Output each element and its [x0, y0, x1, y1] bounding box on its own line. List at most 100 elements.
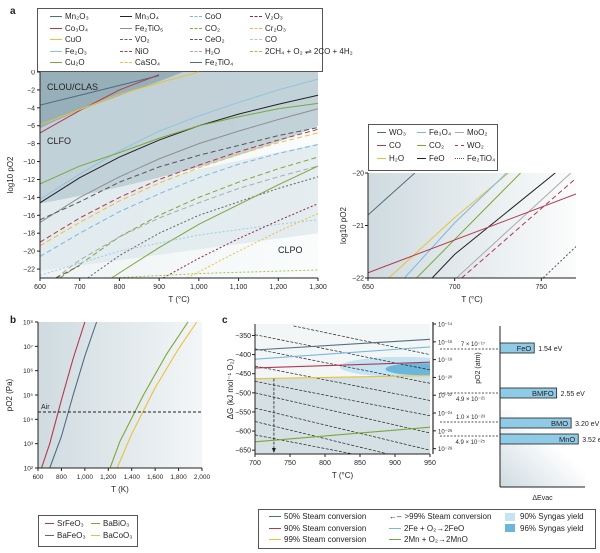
- series-line-fe2tio4: [542, 246, 576, 278]
- bar-label: FeO: [517, 344, 532, 353]
- x-tick-label: 850: [354, 460, 366, 467]
- legend-label: BaCoO₃: [103, 531, 133, 540]
- y2-tick-label: 10⁻²⁶: [438, 428, 453, 435]
- series-line-co3o4: [39, 74, 160, 134]
- legend-item: WO₂: [455, 141, 484, 150]
- legend-label: BaBiO₃: [103, 519, 130, 528]
- legend-item: 90% Steam conversion: [269, 524, 366, 533]
- legend-item: Fe₃O₄: [417, 128, 451, 137]
- legend-item: 50% Steam conversion: [269, 512, 366, 521]
- legend-item: BaCoO₃: [91, 531, 133, 540]
- legend-line: [50, 27, 62, 29]
- legend-label: H₂O: [389, 154, 405, 163]
- legend-line: [190, 16, 202, 17]
- region-clou-clas: [40, 72, 183, 129]
- series-line-ceo2: [39, 127, 319, 221]
- legend-label: FeO: [429, 154, 445, 163]
- plot-background: [38, 322, 202, 468]
- legend-item: 99% Steam conversion: [269, 535, 366, 544]
- x-tick-label: 1,300: [309, 284, 327, 291]
- isobar-line: [255, 381, 430, 417]
- legend-label: MoO₂: [467, 128, 488, 137]
- legend-line: [269, 527, 281, 529]
- legend-item: Fe₂TiO₄: [190, 58, 233, 67]
- panel-label-b: b: [10, 315, 17, 326]
- legend-item: CO₂: [417, 141, 444, 150]
- legend-line: [269, 516, 281, 517]
- legend-label: Cu₂O: [65, 58, 85, 67]
- bar-value-label: 2.55 eV: [561, 391, 585, 398]
- legend-label: Mn₃O₄: [135, 12, 159, 21]
- x-axis-title: ΔEvac: [532, 495, 553, 500]
- series-line-fe2tio4: [186, 213, 319, 279]
- legend-item: MoO₂: [455, 128, 487, 137]
- legend-label: H₂O: [205, 46, 221, 56]
- y-axis-title: log10 pO2: [340, 206, 348, 243]
- series-line-bafeo3: [49, 321, 98, 469]
- x-tick-label: 900: [153, 284, 165, 291]
- legend-label: Cr₂O₃: [265, 23, 287, 33]
- isobar-line: [293, 325, 430, 355]
- legend-item: NiO: [120, 47, 149, 56]
- isobar-line: [255, 334, 430, 371]
- x-tick-label: 1,800: [170, 474, 187, 481]
- legend-panel-c: 50% Steam conversion ←– >99% Steam convers…: [258, 509, 596, 549]
- bar-value-label: 3.52 eV: [582, 437, 600, 444]
- po2-threshold-label: 7 × 10⁻¹⁷: [461, 341, 485, 348]
- legend-label: V₂O₃: [265, 12, 283, 21]
- isobar-line: [255, 434, 354, 454]
- legend-item: Fe₂O₃: [50, 47, 87, 56]
- series-line-fe3o4: [404, 173, 508, 278]
- legend-line: [417, 132, 426, 133]
- legend-line: [250, 27, 262, 29]
- legend-line: [190, 62, 202, 63]
- legend-label: >99% Steam conversion: [404, 512, 492, 521]
- legend-item: VO₂: [120, 35, 150, 44]
- x-tick-label: 600: [33, 474, 44, 481]
- legend-label: 90% Syngas yield: [520, 512, 584, 521]
- isobar-line: [255, 365, 430, 401]
- y-axis-title: ΔG (kJ mol⁻¹ O₂): [226, 358, 235, 419]
- legend-label: 2Mn + O₂→2MnO: [404, 535, 468, 544]
- y-tick-label: 10²: [24, 466, 34, 473]
- legend-item: FeO: [417, 154, 445, 163]
- y-tick-label: −22: [352, 276, 364, 283]
- y-tick-label: 10⁴: [23, 417, 33, 424]
- x-tick-label: 1,200: [270, 284, 288, 291]
- x-axis-title: T (°C): [332, 471, 354, 480]
- legend-label: Fe₃O₄: [429, 128, 452, 137]
- legend-label: BaFeO₃: [57, 531, 86, 540]
- y2-axis-title: pO2 (atm): [475, 352, 482, 384]
- series-line-bacoo3: [116, 321, 198, 469]
- y2-tick-label: 10⁻¹⁶: [438, 339, 453, 346]
- x-tick-label: 600: [34, 284, 46, 291]
- legend-item: ←– >99% Steam conversion: [389, 512, 491, 521]
- po2-threshold-label: 4.9 × 10⁻²¹: [456, 397, 485, 403]
- x-tick-label: 750: [535, 284, 547, 291]
- legend-item: BaBiO₃: [91, 519, 129, 528]
- y2-tick-label: 10⁻¹⁸: [438, 357, 453, 364]
- legend-line: [250, 50, 262, 52]
- x-tick-label: 1,200: [100, 474, 117, 481]
- x-tick-label: 2,000: [194, 474, 211, 481]
- legend-swatch: [505, 512, 515, 521]
- x-axis-title: T (°C): [461, 295, 483, 304]
- y-tick-label: 0: [31, 70, 35, 77]
- legend-line: [417, 145, 426, 146]
- y-tick-label: 10³: [24, 441, 34, 448]
- series-line-cuo: [39, 71, 199, 126]
- series-line: [254, 375, 431, 380]
- legend-label: CO: [265, 35, 277, 44]
- legend-item: CO₂: [190, 24, 220, 33]
- region-clfo: [40, 72, 318, 204]
- legend-line: [190, 27, 202, 29]
- series-line-fe2tio5-low: [55, 265, 80, 279]
- legend-item: Mn₂O₃: [50, 12, 89, 21]
- legend-item: Fe₂TiO₄: [455, 154, 495, 163]
- x-tick-label: 1,000: [77, 474, 94, 481]
- y-tick-label: −16: [23, 213, 35, 220]
- po2-threshold-label: 4.9 × 10⁻²⁵: [455, 439, 485, 446]
- y-tick-label: 10⁶: [23, 368, 33, 375]
- x-tick-label: 700: [74, 284, 86, 291]
- series-line-caso4: [39, 132, 319, 247]
